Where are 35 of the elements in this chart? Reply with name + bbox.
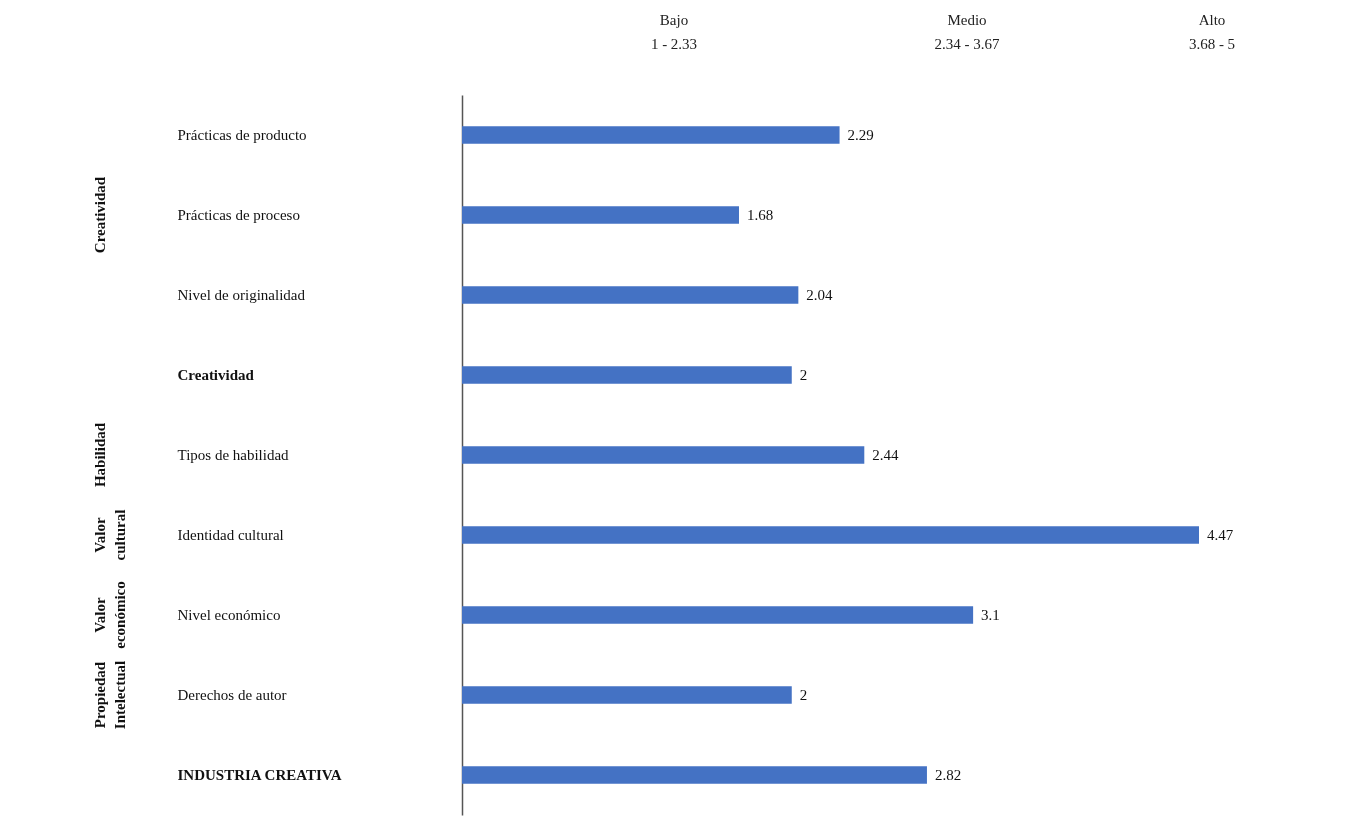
data-label: 1.68 [746,207,774,223]
y-tick-label: Prácticas de proceso [177,207,300,223]
y-tick-label: Nivel económico [177,607,281,623]
y-tick-label: Prácticas de producto [177,127,307,143]
y-tick-label: Nivel de originalidad [177,287,306,303]
bar [462,366,792,384]
text: Bajo 1 - 2.33 [650,12,698,52]
text: Alto 3.68 - 5 [1188,12,1236,52]
data-label: 2 [799,687,808,703]
bar [462,606,974,624]
data-label: 2.44 [872,447,900,463]
y-tick-label: Identidad cultural [177,527,284,543]
data-label: 3.1 [981,607,1000,623]
bar [462,686,792,704]
y-tick-label: Derechos de autor [177,687,287,703]
bar [462,206,739,224]
bar [462,446,865,464]
y-tick-label: INDUSTRIA CREATIVA [177,767,342,783]
text: Medio 2.34 - 3.67 [934,12,1000,52]
data-label: 4.47 [1207,527,1234,543]
data-label: 2 [799,367,808,383]
data-label: 2.29 [847,127,874,143]
text: Valor cultural [92,509,128,561]
text: Habilidad [92,422,108,488]
bar [462,526,1199,544]
bar [462,126,840,144]
text: Creatividad [92,176,108,254]
data-label: 2.82 [934,767,962,783]
bar [462,766,927,784]
text: Valor económico [92,581,128,649]
y-tick-label: Creatividad [177,367,255,383]
y-tick-label: Tipos de habilidad [177,447,290,463]
data-label: 2.04 [806,287,834,303]
bar [462,286,799,304]
text: Propiedad Intelectual [92,660,128,730]
